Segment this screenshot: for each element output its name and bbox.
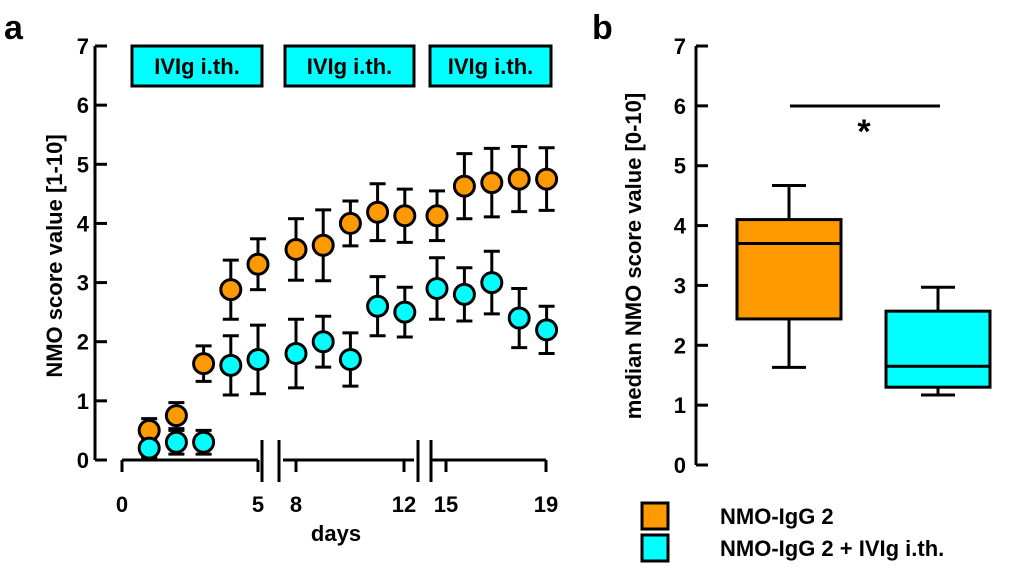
panel-a-x-tick-label: 8 bbox=[290, 492, 302, 517]
panel-a-point-cyan bbox=[535, 318, 559, 342]
legend: NMO-IgG 2 NMO-IgG 2 + IVIg i.th. bbox=[640, 501, 944, 563]
panel-a-point-cyan bbox=[311, 330, 335, 354]
panel-a-point-cyan bbox=[366, 294, 390, 318]
panel-a-point-orange bbox=[284, 237, 308, 261]
panel-a-point-orange bbox=[535, 167, 559, 191]
panel-a-point-cyan bbox=[425, 276, 449, 300]
panel-a-point-cyan bbox=[480, 271, 504, 295]
panel-a-point-orange bbox=[192, 352, 216, 376]
panel-b-y-tick-label: 2 bbox=[674, 333, 686, 358]
panel-a-point-orange bbox=[219, 278, 243, 302]
panel-a-treatment-box bbox=[428, 44, 553, 88]
panel-a-x-tick-label: 19 bbox=[534, 492, 558, 517]
panel-a-point-cyan bbox=[192, 430, 216, 454]
panel-a-treatment-box bbox=[283, 44, 416, 88]
panel-a-y-tick-label: 6 bbox=[77, 93, 89, 118]
panel-a-point-orange bbox=[246, 252, 270, 276]
panel-a-x-tick-label: 0 bbox=[116, 492, 128, 517]
panel-a-point-orange bbox=[452, 174, 476, 198]
panel-a-point-cyan bbox=[246, 347, 270, 371]
panel-b-y-tick-label: 3 bbox=[674, 273, 686, 298]
panel-a-point-cyan bbox=[164, 430, 188, 454]
panel-a-point-orange bbox=[507, 167, 531, 191]
panel-b: b median NMO score value [0-10] 0 1 2 3 4 5 6 7… bbox=[592, 9, 992, 478]
panel-a-point-cyan bbox=[452, 282, 476, 306]
panel-a-treatment-label: IVIg i.th. bbox=[448, 54, 534, 79]
panel-a-y-tick-label: 2 bbox=[77, 330, 89, 355]
panel-a-point-orange bbox=[311, 233, 335, 257]
panel-a-y-tick-label: 4 bbox=[77, 211, 90, 236]
panel-a-treatment-label: IVIg i.th. bbox=[154, 54, 240, 79]
legend-label-orange: NMO-IgG 2 bbox=[720, 504, 834, 529]
panel-b-label: b bbox=[592, 9, 613, 47]
panel-a-y-tick-label: 5 bbox=[77, 152, 89, 177]
panel-a-point-cyan bbox=[137, 436, 161, 460]
panel-a-point-orange bbox=[366, 200, 390, 224]
panel-a-point-orange bbox=[480, 171, 504, 195]
panel-a-y-tick-label: 3 bbox=[77, 271, 89, 296]
panel-a-point-cyan bbox=[393, 300, 417, 324]
panel-a-y-tick-label: 1 bbox=[77, 389, 89, 414]
panel-a-point-cyan bbox=[284, 342, 308, 366]
panel-a-point-orange bbox=[393, 204, 417, 228]
panel-a-point-cyan bbox=[338, 347, 362, 371]
panel-b-box-orange bbox=[735, 218, 843, 321]
panel-a-y-axis-title: NMO score value [1-10] bbox=[42, 134, 67, 377]
panel-a-x-tick-label: 5 bbox=[252, 492, 264, 517]
panel-a-x-axis-title: days bbox=[311, 521, 361, 546]
panel-a-point-orange bbox=[425, 204, 449, 228]
panel-a-point-orange bbox=[338, 211, 362, 235]
panel-a-treatment-box bbox=[130, 44, 264, 88]
panel-a-point-cyan bbox=[507, 306, 531, 330]
panel-b-y-tick-label: 5 bbox=[674, 154, 686, 179]
panel-b-y-tick-label: 1 bbox=[674, 393, 686, 418]
panel-a-x-tick-label: 15 bbox=[434, 492, 458, 517]
panel-b-y-tick-label: 6 bbox=[674, 94, 686, 119]
panel-b-y-tick-label: 0 bbox=[674, 453, 686, 478]
panel-b-y-axis-title: median NMO score value [0-10] bbox=[621, 93, 646, 419]
panel-a-y-tick-label: 0 bbox=[77, 448, 89, 473]
panel-a-point-orange bbox=[164, 404, 188, 428]
panel-a-y-tick-label: 7 bbox=[77, 34, 89, 59]
legend-label-cyan: NMO-IgG 2 + IVIg i.th. bbox=[720, 536, 944, 561]
panel-a-label: a bbox=[4, 9, 24, 47]
panel-b-y-tick-label: 4 bbox=[674, 214, 687, 239]
panel-a-point-cyan bbox=[219, 353, 243, 377]
legend-swatch-cyan bbox=[640, 533, 670, 563]
legend-swatch-orange bbox=[640, 501, 670, 531]
panel-a-x-tick-label: 12 bbox=[392, 492, 416, 517]
panel-b-box-cyan bbox=[884, 309, 992, 389]
panel-b-significance-star: * bbox=[857, 113, 871, 151]
panel-a-treatment-label: IVIg i.th. bbox=[307, 54, 393, 79]
panel-b-y-tick-label: 7 bbox=[674, 34, 686, 59]
